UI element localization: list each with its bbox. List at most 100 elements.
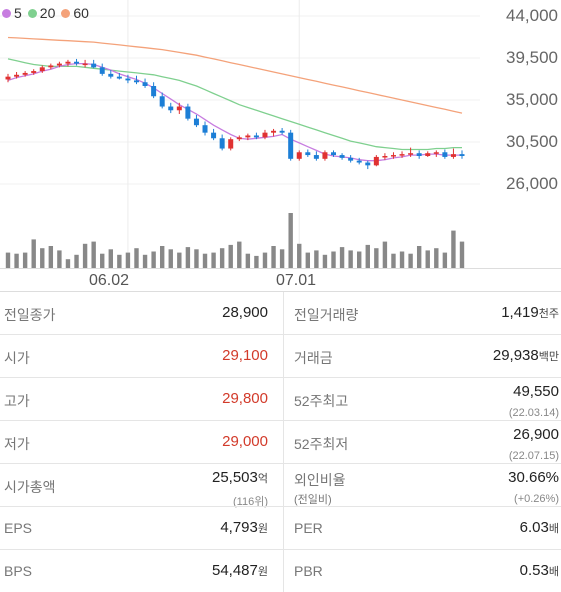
volume-bar (237, 241, 242, 268)
legend-ma60-dot (61, 8, 71, 18)
stat-low: 저가 29,000 (0, 421, 278, 463)
candle-body (288, 132, 294, 159)
y-tick-label: 26,000 (506, 174, 558, 193)
x-tick-label: 06.02 (89, 272, 130, 289)
stat-foreign-ratio: 외인비율 (전일비) 30.66% (+0.26%) (283, 464, 561, 506)
volume-bar (168, 249, 173, 268)
volume-bar (219, 248, 225, 268)
stat-eps: EPS 4,793원 (0, 507, 278, 549)
candle-body (159, 96, 165, 107)
stat-bps: BPS 54,487원 (0, 550, 278, 592)
stat-unit: 백만 (538, 351, 559, 363)
volume-bar (91, 241, 96, 268)
stat-value: 6.03배 (520, 519, 559, 536)
stat-pbr: PBR 0.53배 (283, 550, 561, 592)
volume-bar (408, 253, 413, 268)
volume-bar (125, 252, 131, 268)
candle-body (142, 82, 148, 86)
stat-value: 54,487원 (212, 562, 268, 579)
volume-bar (374, 248, 379, 268)
stat-label: BPS (4, 563, 33, 579)
candle-body (279, 130, 285, 133)
volume-bar (40, 248, 45, 268)
stat-trade-amount: 거래금 29,938백만 (283, 335, 561, 377)
stat-value-number: 4,793 (220, 519, 258, 536)
volume-bar (82, 243, 88, 268)
legend-ma5-dot (2, 8, 11, 18)
volume-bar (5, 252, 11, 268)
volume-bar (288, 213, 293, 268)
candle-body (296, 152, 302, 159)
candle-body (365, 162, 371, 166)
volume-bar (451, 230, 456, 268)
volume-bar (297, 243, 302, 268)
stat-value-number: 29,938 (492, 347, 539, 364)
candle-body (219, 138, 225, 149)
stat-label: 전일종가 (4, 307, 56, 323)
candle-body (322, 152, 328, 159)
stat-label: PER (294, 520, 323, 536)
candle-body (450, 154, 456, 157)
volume-bar (254, 255, 259, 268)
volume-bar (416, 246, 422, 268)
stat-value: 49,550 (513, 383, 559, 400)
stat-sub: (22.03.14) (508, 407, 559, 419)
y-tick-label: 30,500 (506, 132, 558, 151)
volume-bar (434, 248, 439, 268)
candle-body (348, 157, 354, 161)
stat-unit: 원 (257, 566, 268, 578)
stats-row: 저가 29,000 52주최저 26,900 (22.07.15) (0, 420, 561, 463)
volume-bar (228, 244, 233, 268)
stats-row: BPS 54,487원 PBR 0.53배 (0, 549, 561, 592)
volume-bar (391, 253, 396, 268)
candle-body (245, 135, 251, 138)
candle-body (65, 61, 71, 64)
stats-row: 전일종가 28,900 전일거래량 1,419천주 (0, 291, 561, 334)
candle-body (236, 137, 242, 140)
volume-bar (339, 247, 345, 268)
ma20-line (7, 58, 462, 151)
candle-body (339, 155, 345, 158)
volume-bar (314, 250, 319, 268)
stat-52w-high: 52주최고 49,550 (22.03.14) (283, 378, 561, 420)
candle-body (116, 76, 122, 79)
stat-label: 시가총액 (4, 479, 56, 495)
volume-bar (177, 252, 182, 268)
stat-market-cap: 시가총액 25,503억 (116위) (0, 464, 278, 508)
candle-body (416, 153, 422, 156)
candle-body (31, 71, 37, 73)
volume-bar (245, 253, 251, 268)
volume-bar (117, 254, 122, 268)
candlestick-chart (0, 0, 561, 269)
volume-bar (159, 246, 165, 268)
volume-bar (262, 252, 268, 268)
volume-bar (142, 254, 148, 268)
volume-bar (382, 241, 388, 268)
stats-row: 시가총액 25,503억 (116위) 외인비율 (전일비) 30.66% (+… (0, 463, 561, 508)
candle-body (459, 154, 465, 156)
candle-body (133, 80, 139, 83)
candle-body (74, 61, 80, 64)
stat-unit: 원 (257, 523, 268, 535)
stats-row: 고가 29,800 52주최고 49,550 (22.03.14) (0, 377, 561, 420)
volume-bar (134, 248, 139, 268)
candle-body (211, 132, 217, 139)
y-tick-label: 39,500 (506, 48, 558, 67)
stat-value-number: 25,503 (211, 469, 258, 486)
stat-prev-close: 전일종가 28,900 (0, 292, 278, 334)
stat-label: PBR (294, 563, 323, 579)
candle-body (228, 139, 234, 149)
stat-sub: (+0.26%) (514, 493, 559, 505)
candle-body (399, 154, 405, 156)
legend-ma20: 20 (27, 5, 56, 21)
candle-body (390, 155, 396, 157)
stat-unit: 억 (257, 473, 268, 485)
volume-bar (202, 253, 208, 268)
stat-label: 고가 (4, 393, 30, 409)
volume-bar (185, 247, 191, 268)
stat-value: 0.53배 (520, 562, 559, 579)
ma60-line (7, 36, 463, 114)
stat-sub: (116위) (233, 496, 268, 508)
volume-bar (151, 251, 156, 268)
legend-ma20-label: 20 (39, 5, 56, 21)
